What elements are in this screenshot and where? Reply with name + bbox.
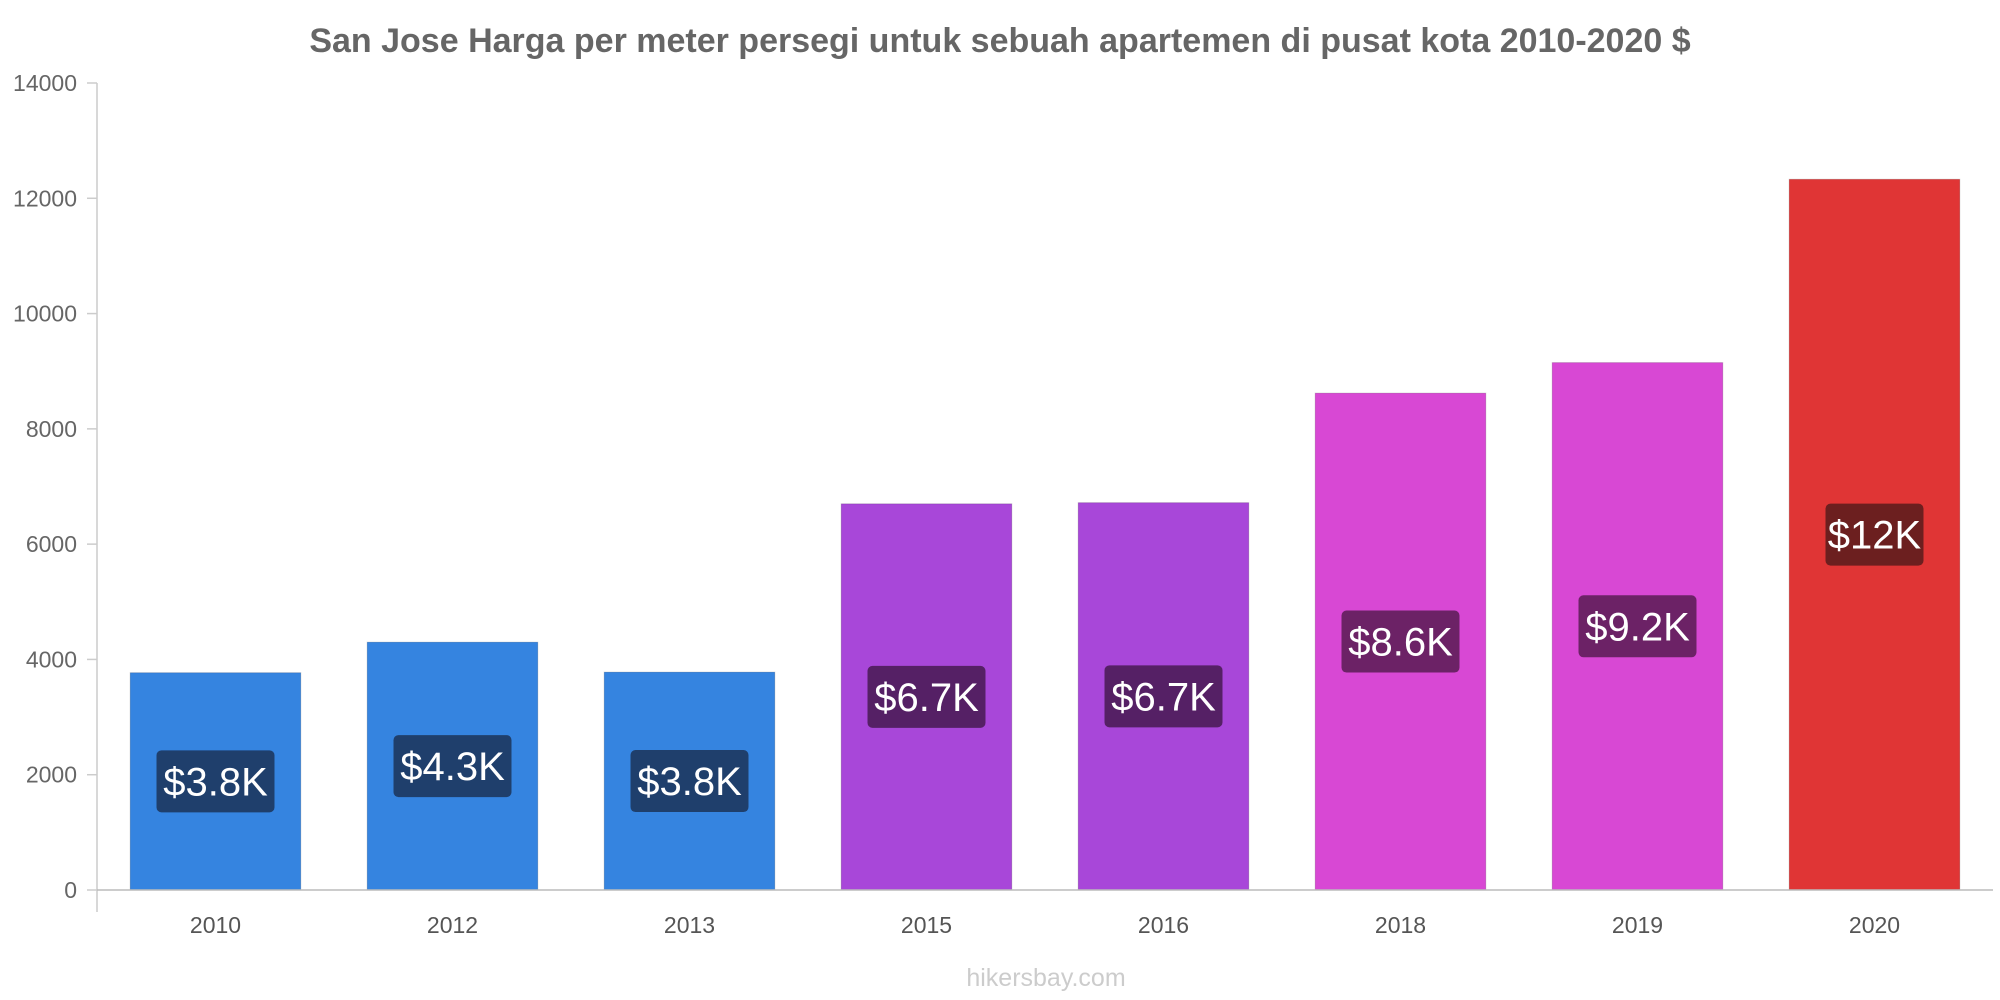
value-label: $8.6K [1348,621,1453,665]
value-label-box [393,735,512,798]
value-label: $3.8K [163,760,268,804]
value-label-box [630,750,749,813]
y-tick-label: 8000 [26,416,77,442]
x-tick-label: 2020 [1849,912,1900,938]
value-label-box [1578,595,1697,658]
bars: $3.8K $4.3K $3.8K $6.7K $6.7K $8.6K $9.2K $12K [129,178,1961,891]
y-tick-label: 10000 [13,301,77,327]
value-label: $3.8K [637,760,742,804]
y-tick-label: 4000 [26,646,77,672]
y-axis: 0 2000 4000 6000 8000 10000 12000 14000 [13,70,98,912]
value-label-box [1341,610,1460,673]
x-tick-label: 2018 [1375,912,1426,938]
value-label: $6.7K [1111,675,1216,719]
x-tick-label: 2016 [1138,912,1189,938]
x-tick-label: 2015 [901,912,952,938]
y-tick-label: 12000 [13,185,77,211]
y-tick-label: 6000 [26,531,77,557]
chart-title: San Jose Harga per meter persegi untuk s… [309,22,1690,60]
value-label: $12K [1828,514,1922,558]
value-label-box [1104,665,1223,728]
value-label-box [867,665,986,728]
value-label: $6.7K [874,676,979,720]
value-label: $9.2K [1585,605,1690,649]
x-tick-label: 2010 [190,912,241,938]
x-tick-label: 2012 [427,912,478,938]
value-label-box [1825,503,1924,566]
value-label-box [156,750,275,813]
x-tick-label: 2013 [664,912,715,938]
y-tick-label: 14000 [13,70,77,96]
source-credit[interactable]: hikersbay.com [966,964,1125,992]
y-tick-label: 0 [64,877,77,903]
y-tick-label: 2000 [26,762,77,788]
x-tick-label: 2019 [1612,912,1663,938]
x-axis: 2010 2012 2013 2015 2016 2018 2019 2020 [97,889,1993,938]
value-label: $4.3K [400,745,505,789]
